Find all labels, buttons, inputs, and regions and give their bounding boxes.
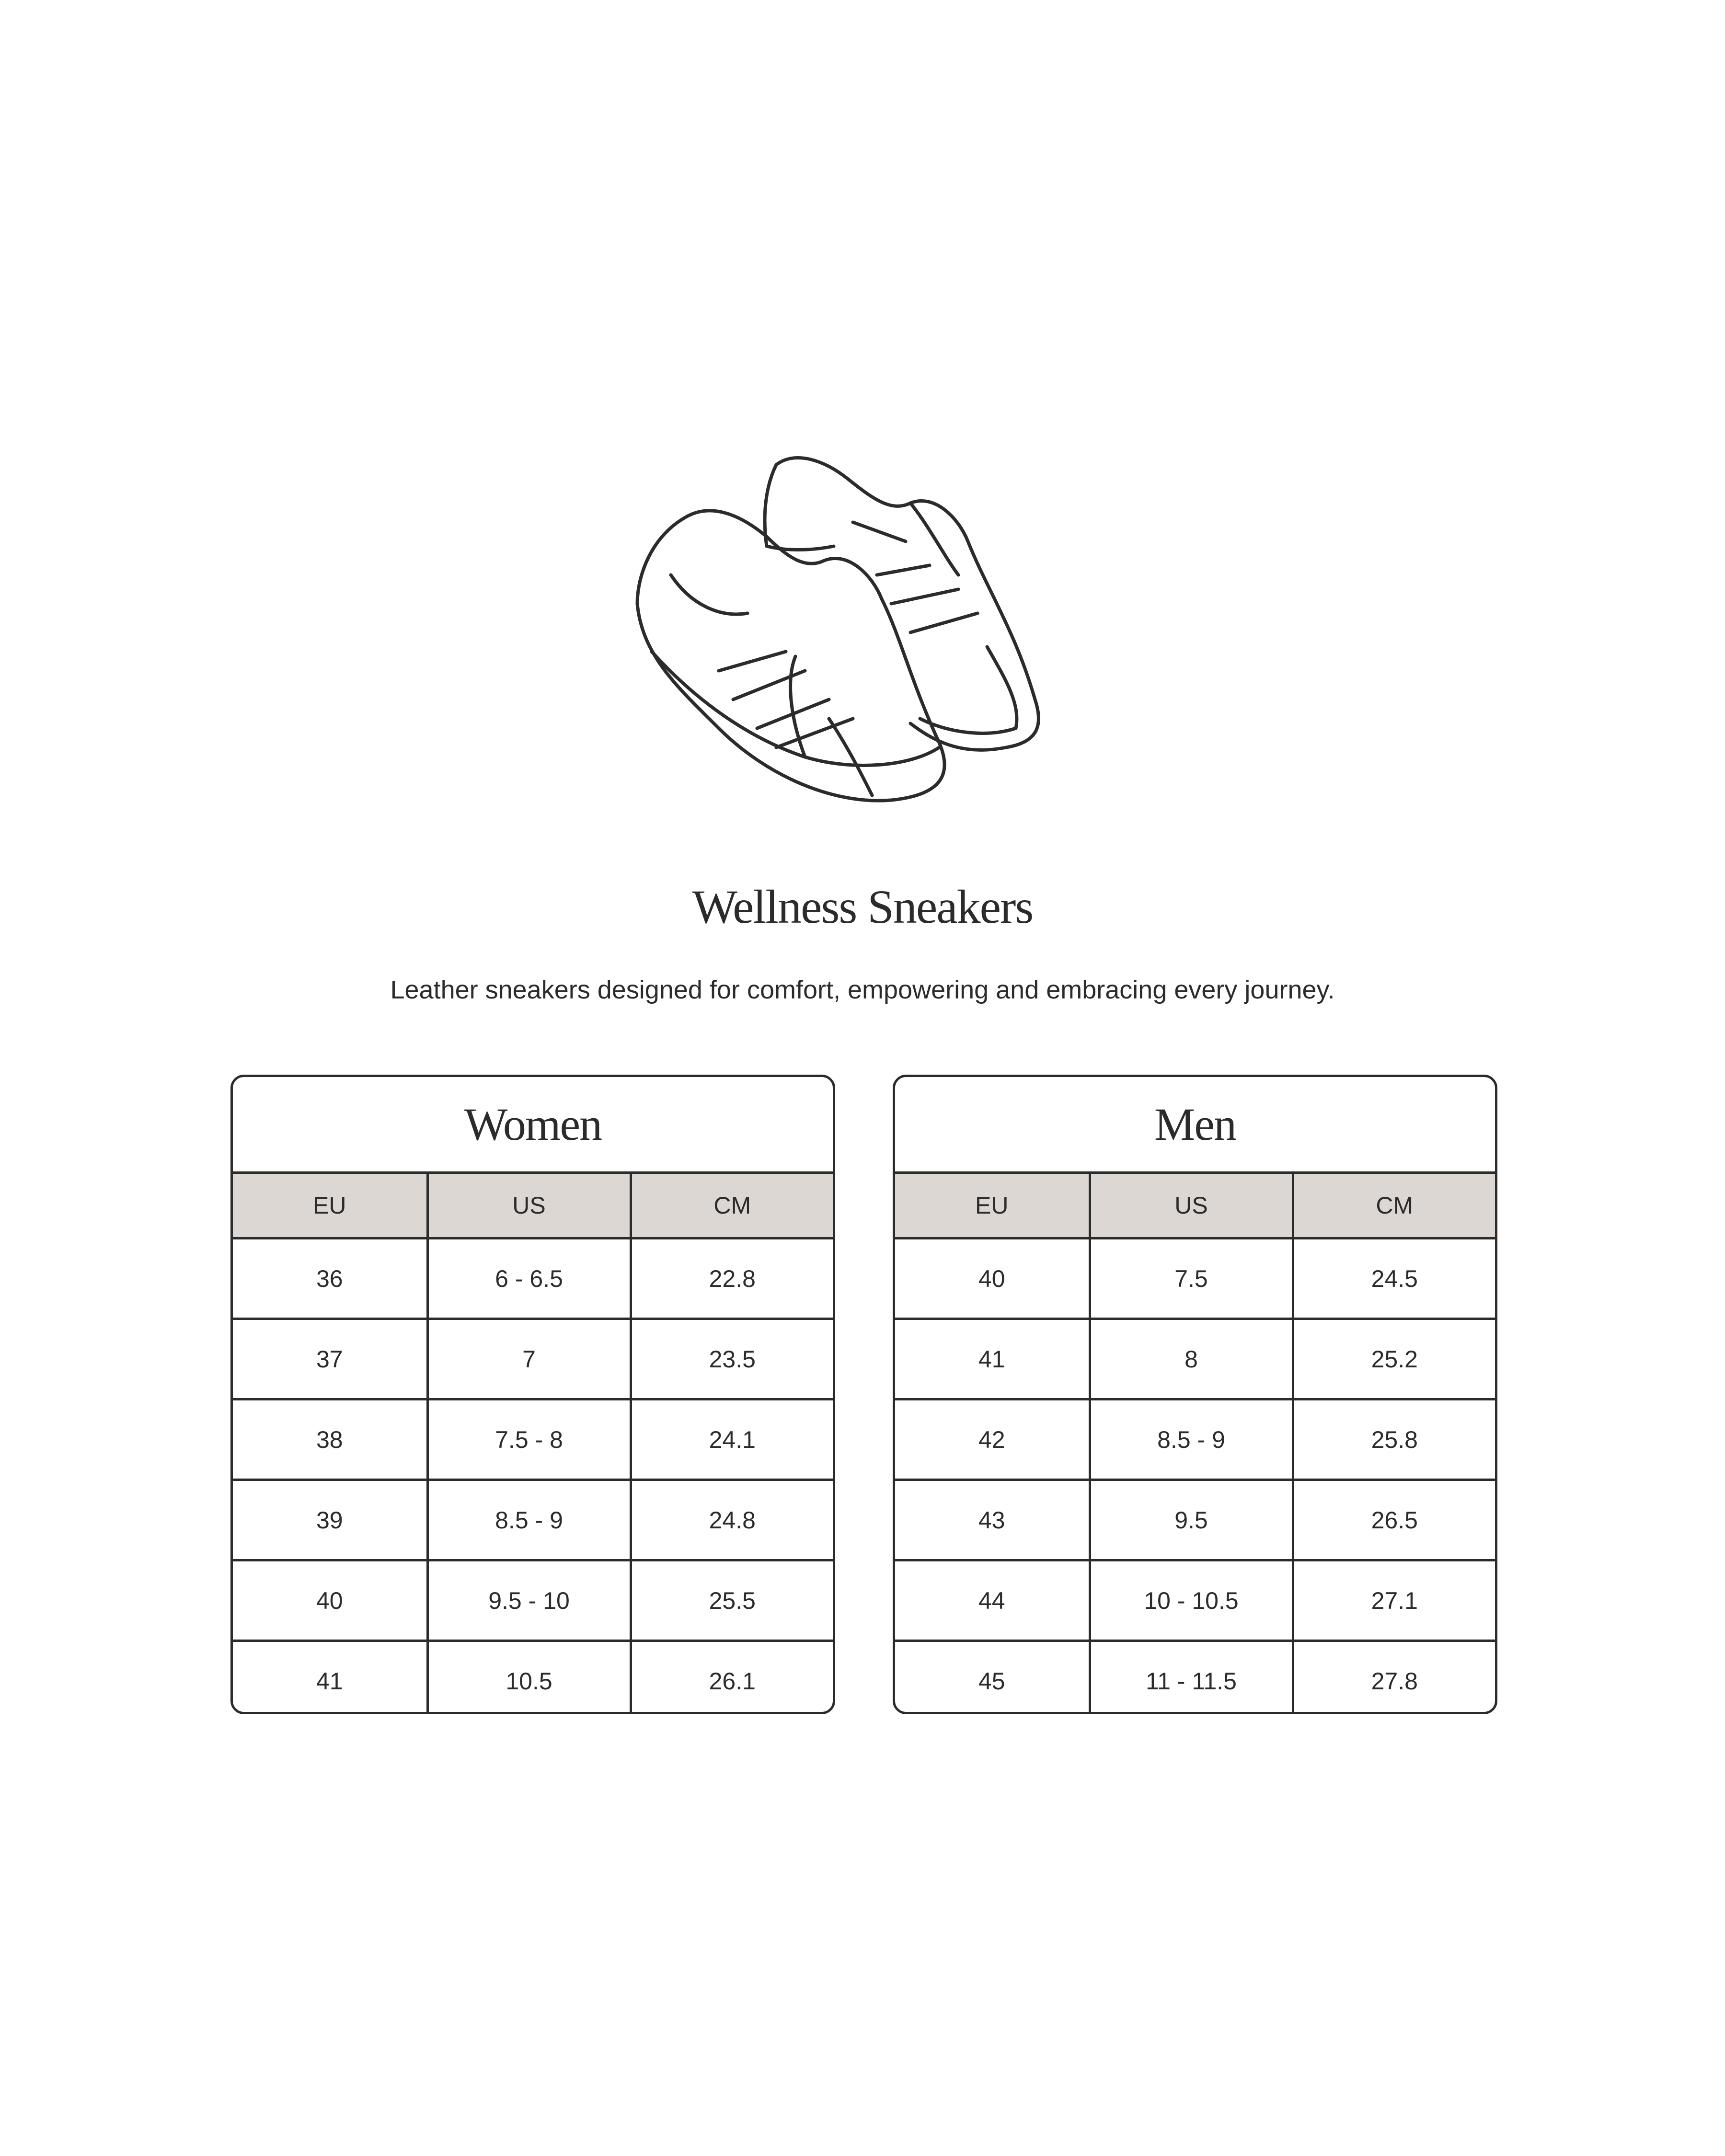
- column-header-eu: EU: [895, 1174, 1090, 1239]
- cell-cm: 26.5: [1291, 1479, 1495, 1560]
- cell-eu: 41: [233, 1640, 427, 1712]
- table-header-row: EU US CM: [895, 1174, 1495, 1239]
- cell-us: 10.5: [426, 1640, 631, 1712]
- cell-cm: 27.1: [1291, 1559, 1495, 1641]
- table-row: 44 10 - 10.5 27.1: [895, 1559, 1495, 1641]
- cell-eu: 40: [895, 1237, 1090, 1319]
- men-table-title: Men: [895, 1077, 1495, 1174]
- cell-eu: 36: [233, 1237, 427, 1319]
- column-header-cm: CM: [629, 1174, 833, 1239]
- product-description: Leather sneakers designed for comfort, e…: [390, 975, 1335, 1004]
- cell-us: 7.5: [1088, 1237, 1293, 1319]
- cell-eu: 39: [233, 1479, 427, 1560]
- cell-us: 8: [1088, 1318, 1293, 1399]
- cell-cm: 26.1: [629, 1640, 833, 1712]
- table-row: 43 9.5 26.5: [895, 1479, 1495, 1560]
- women-size-table: Women EU US CM 36 6 - 6.5 22.8 37 7 23.5 38 7.5…: [230, 1075, 835, 1714]
- table-row: 37 7 23.5: [233, 1318, 833, 1399]
- cell-cm: 27.8: [1291, 1640, 1495, 1712]
- cell-cm: 24.5: [1291, 1237, 1495, 1319]
- table-row: 45 11 - 11.5 27.8: [895, 1640, 1495, 1712]
- cell-cm: 25.2: [1291, 1318, 1495, 1399]
- table-row: 41 10.5 26.1: [233, 1640, 833, 1712]
- table-row: 42 8.5 - 9 25.8: [895, 1398, 1495, 1480]
- cell-eu: 43: [895, 1479, 1090, 1560]
- column-header-us: US: [426, 1174, 631, 1239]
- cell-eu: 41: [895, 1318, 1090, 1399]
- sneakers-illustration: [635, 456, 1040, 803]
- table-row: 41 8 25.2: [895, 1318, 1495, 1399]
- table-row: 38 7.5 - 8 24.1: [233, 1398, 833, 1480]
- table-header-row: EU US CM: [233, 1174, 833, 1239]
- cell-eu: 37: [233, 1318, 427, 1399]
- cell-eu: 45: [895, 1640, 1090, 1712]
- cell-us: 9.5: [1088, 1479, 1293, 1560]
- cell-eu: 40: [233, 1559, 427, 1641]
- cell-us: 8.5 - 9: [426, 1479, 631, 1560]
- table-row: 39 8.5 - 9 24.8: [233, 1479, 833, 1560]
- column-header-cm: CM: [1291, 1174, 1495, 1239]
- cell-cm: 25.8: [1291, 1398, 1495, 1480]
- cell-us: 6 - 6.5: [426, 1237, 631, 1319]
- cell-us: 11 - 11.5: [1088, 1640, 1293, 1712]
- cell-us: 10 - 10.5: [1088, 1559, 1293, 1641]
- cell-eu: 44: [895, 1559, 1090, 1641]
- table-row: 36 6 - 6.5 22.8: [233, 1237, 833, 1319]
- product-title: Wellness Sneakers: [692, 880, 1034, 933]
- cell-eu: 38: [233, 1398, 427, 1480]
- cell-cm: 24.8: [629, 1479, 833, 1560]
- column-header-eu: EU: [233, 1174, 427, 1239]
- cell-eu: 42: [895, 1398, 1090, 1480]
- table-row: 40 7.5 24.5: [895, 1237, 1495, 1319]
- cell-us: 8.5 - 9: [1088, 1398, 1293, 1480]
- cell-us: 9.5 - 10: [426, 1559, 631, 1641]
- table-row: 40 9.5 - 10 25.5: [233, 1559, 833, 1641]
- cell-cm: 22.8: [629, 1237, 833, 1319]
- men-size-table: Men EU US CM 40 7.5 24.5 41 8 25.2 42 8.5 - 9 25…: [893, 1075, 1497, 1714]
- women-table-title: Women: [233, 1077, 833, 1174]
- cell-cm: 23.5: [629, 1318, 833, 1399]
- cell-us: 7: [426, 1318, 631, 1399]
- column-header-us: US: [1088, 1174, 1293, 1239]
- cell-cm: 25.5: [629, 1559, 833, 1641]
- cell-us: 7.5 - 8: [426, 1398, 631, 1480]
- cell-cm: 24.1: [629, 1398, 833, 1480]
